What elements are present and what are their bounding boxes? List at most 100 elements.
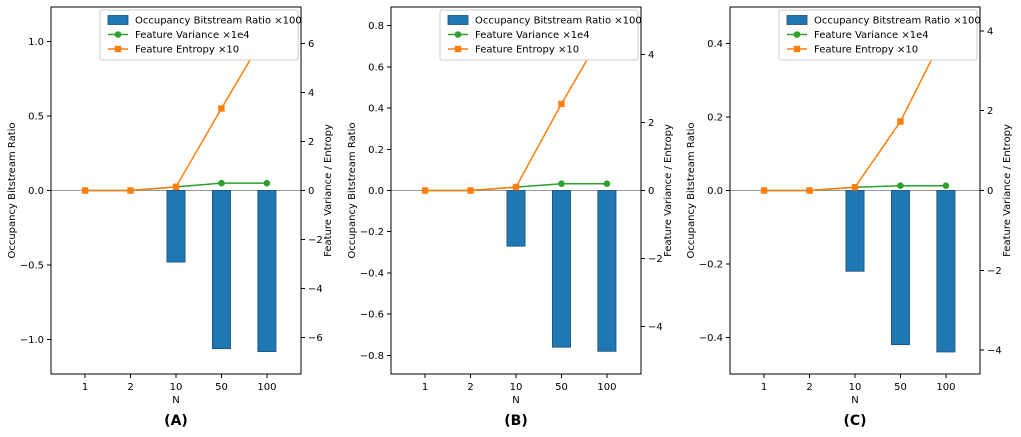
panel-b-legend-label: Feature Entropy ×10 <box>475 45 579 56</box>
panel-a-entropy-point-50 <box>218 105 225 112</box>
panel-a-y2tick-label: 0 <box>308 186 314 197</box>
panel-c-y2tick-label: −2 <box>987 266 1002 277</box>
panel-b-ylabel: Occupancy Bitstream Ratio <box>347 122 358 258</box>
panel-b-bar-100 <box>597 190 617 352</box>
panel-b-variance-point-50 <box>558 180 565 188</box>
panel-b-legend <box>439 9 639 61</box>
panel-a-legend-bar-swatch <box>107 15 129 25</box>
panel-c-ylabel: Occupancy Bitstream Ratio <box>686 122 697 258</box>
panel-a-entropy-point-1 <box>81 187 89 194</box>
panel-b-legend-label: Feature Variance ×1e4 <box>475 30 590 41</box>
panel-c-ytick-label: 0.4 <box>707 39 723 50</box>
panel-a-xlabel: N <box>172 395 179 406</box>
panel-a-xtick-label: 100 <box>257 382 276 393</box>
panel-a-variance-point-50 <box>218 179 225 187</box>
panel-c-ytick-label: −0.4 <box>699 333 723 344</box>
panel-c-bar-10 <box>845 190 865 272</box>
panel-c-y2label: Feature Variance / Entropy <box>1002 124 1013 257</box>
panel-b-ytick-label: 0.2 <box>368 145 384 156</box>
panel-a-ytick-label: −0.5 <box>20 261 44 272</box>
panel-a-xtick-label: 50 <box>215 382 228 393</box>
panel-b-ytick-label: −0.6 <box>360 310 384 321</box>
panel-b-ytick-label: −0.2 <box>360 227 384 238</box>
panel-c-y2tick-label: 2 <box>987 106 993 117</box>
panel-b-y2tick-label: 0 <box>648 186 654 197</box>
panel-b-bar-50 <box>551 190 571 348</box>
panel-b-ytick-label: −0.4 <box>360 268 384 279</box>
panel-c-xtick-label: 10 <box>849 382 862 393</box>
panel-b-entropy-point-50 <box>558 100 565 108</box>
panel-c-chart <box>726 6 984 378</box>
panel-a-entropy-point-10 <box>172 183 180 191</box>
panel-a-legend-label: Feature Variance ×1e4 <box>135 30 250 41</box>
panel-a-legend-marker <box>114 31 122 38</box>
panel-c-ytick-label: 0.0 <box>707 186 723 197</box>
panel-b-bar-10 <box>506 190 526 247</box>
panel-b-chart <box>387 6 645 378</box>
panel-c-variance-point-50 <box>897 182 904 190</box>
panel-b-y2tick-label: 4 <box>648 50 654 61</box>
panel-c-panel-label: (C) <box>843 413 866 429</box>
panel-c-xtick-label: 100 <box>936 382 955 393</box>
panel-a-y2tick-label: −4 <box>308 284 323 295</box>
panel-a-xtick-label: 2 <box>127 382 133 393</box>
panel-b-legend-marker <box>454 45 462 53</box>
panel-c-legend-label: Feature Variance ×1e4 <box>814 30 929 41</box>
panel-b-xtick-label: 10 <box>510 382 523 393</box>
panel-a-legend <box>99 9 299 61</box>
panel-c-y2tick-label: 4 <box>987 26 993 37</box>
panel-a-y2tick-label: 2 <box>308 137 314 148</box>
panel-c-ytick-label: 0.2 <box>707 113 723 124</box>
panel-c-xtick-label: 1 <box>761 382 767 393</box>
panel-c-legend-label: Feature Entropy ×10 <box>814 45 918 56</box>
panel-a-ytick-label: −1.0 <box>20 335 44 346</box>
panel-c-legend <box>778 9 978 61</box>
panel-c-legend-bar-swatch <box>786 15 808 25</box>
panel-b-ytick-label: 0.4 <box>368 104 384 115</box>
panel-b-xtick-label: 50 <box>555 382 568 393</box>
panel-a-entropy-point-2 <box>127 187 134 194</box>
panel-a-legend-marker <box>114 45 122 53</box>
panel-b-legend-bar-swatch <box>447 15 469 25</box>
panel-b-ytick-label: −0.8 <box>360 351 384 362</box>
panel-b-xtick-label: 100 <box>597 382 616 393</box>
panel-a-y2tick-label: −6 <box>308 333 323 344</box>
panel-a-y2tick-label: 6 <box>308 39 314 50</box>
panel-c-y2tick-label: 0 <box>987 186 993 197</box>
panel-c-bar-50 <box>890 190 910 346</box>
panel-a-variance-point-100 <box>263 179 271 187</box>
panel-a-xtick-label: 1 <box>82 382 88 393</box>
panel-b-xlabel: N <box>512 395 519 406</box>
panel-b-xtick-label: 1 <box>422 382 428 393</box>
panel-a-bar-100 <box>257 190 277 353</box>
panel-b-entropy-point-2 <box>467 187 474 194</box>
panel-c-xlabel: N <box>851 395 858 406</box>
panel-c-xtick-label: 2 <box>806 382 812 393</box>
panel-b-ytick-label: 0.8 <box>368 21 384 32</box>
panel-b-ytick-label: 0.6 <box>368 62 384 73</box>
panel-c-legend-label: Occupancy Bitstream Ratio ×100 <box>814 16 981 27</box>
panel-a-bar-10 <box>166 190 186 263</box>
panel-c-xtick-label: 50 <box>894 382 907 393</box>
panel-a-legend-label: Feature Entropy ×10 <box>135 45 239 56</box>
panel-c-bar-100 <box>936 190 956 353</box>
panel-c-entropy-point-50 <box>897 118 904 125</box>
panel-a-xtick-label: 10 <box>170 382 183 393</box>
panel-a-chart <box>47 6 305 378</box>
panel-a-ylabel: Occupancy Bitstream Ratio <box>7 122 18 258</box>
panel-a-legend-label: Occupancy Bitstream Ratio ×100 <box>135 16 302 27</box>
panel-a-panel-label: (A) <box>164 413 188 429</box>
panel-a-ytick-label: 0.0 <box>28 186 44 197</box>
panel-b-xtick-label: 2 <box>467 382 473 393</box>
panel-b-entropy-point-1 <box>421 187 429 194</box>
panel-c-y2tick-label: −4 <box>987 346 1002 357</box>
panel-c-legend-marker <box>793 31 801 38</box>
panel-c-legend-marker <box>793 45 801 53</box>
panel-b-y2tick-label: 2 <box>648 118 654 129</box>
panel-a-bar-50 <box>211 190 231 350</box>
panel-b-ytick-label: 0.0 <box>368 186 384 197</box>
panel-b-entropy-point-10 <box>512 183 520 191</box>
panel-c-entropy-point-1 <box>760 187 768 194</box>
panel-b-panel-label: (B) <box>504 413 527 429</box>
